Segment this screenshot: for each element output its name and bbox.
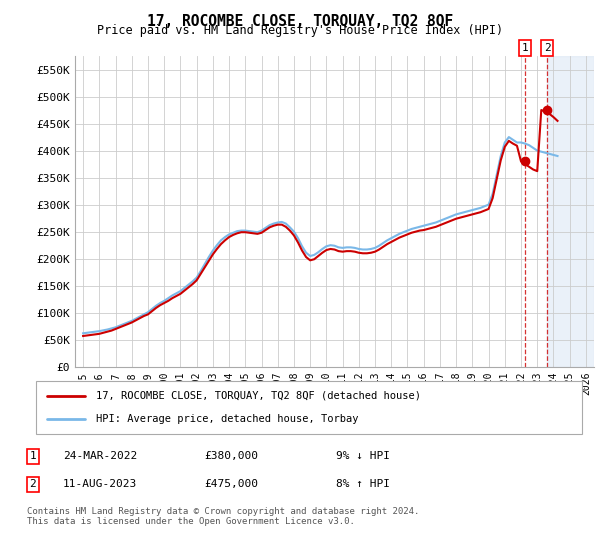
Text: 9% ↓ HPI: 9% ↓ HPI [336, 451, 390, 461]
Text: 2: 2 [29, 479, 37, 489]
Text: 1: 1 [29, 451, 37, 461]
Text: Contains HM Land Registry data © Crown copyright and database right 2024.
This d: Contains HM Land Registry data © Crown c… [27, 507, 419, 526]
Text: £380,000: £380,000 [204, 451, 258, 461]
Text: £475,000: £475,000 [204, 479, 258, 489]
Bar [547, 56, 594, 367]
Text: 24-MAR-2022: 24-MAR-2022 [63, 451, 137, 461]
Text: 11-AUG-2023: 11-AUG-2023 [63, 479, 137, 489]
Text: 1: 1 [521, 43, 528, 53]
Text: 17, ROCOMBE CLOSE, TORQUAY, TQ2 8QF: 17, ROCOMBE CLOSE, TORQUAY, TQ2 8QF [147, 14, 453, 29]
Text: 8% ↑ HPI: 8% ↑ HPI [336, 479, 390, 489]
Text: 2: 2 [544, 43, 551, 53]
Text: HPI: Average price, detached house, Torbay: HPI: Average price, detached house, Torb… [96, 414, 359, 424]
Text: Price paid vs. HM Land Registry's House Price Index (HPI): Price paid vs. HM Land Registry's House … [97, 24, 503, 37]
Text: 17, ROCOMBE CLOSE, TORQUAY, TQ2 8QF (detached house): 17, ROCOMBE CLOSE, TORQUAY, TQ2 8QF (det… [96, 391, 421, 401]
